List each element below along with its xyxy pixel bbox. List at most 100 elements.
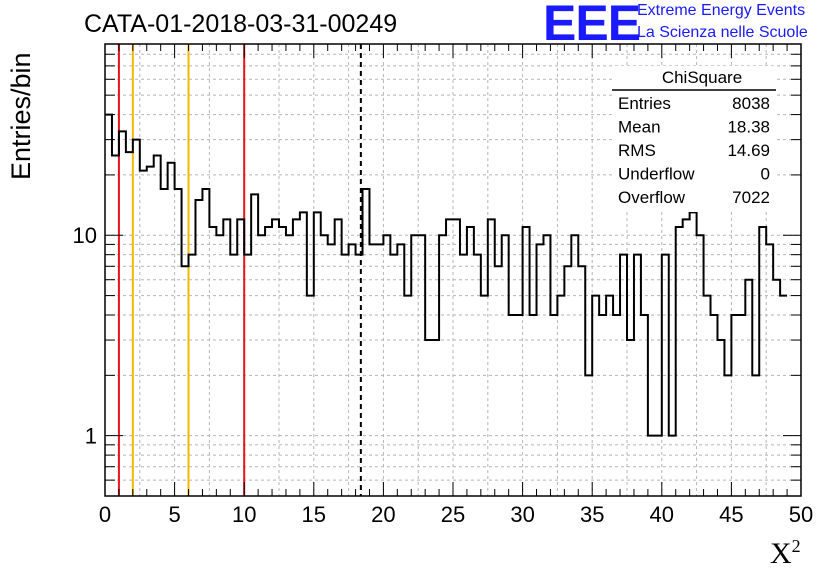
stats-value: 14.69	[727, 141, 770, 160]
grid	[105, 44, 801, 496]
histogram-bin	[578, 266, 585, 496]
stats-title: ChiSquare	[662, 68, 742, 87]
histogram-bin	[300, 212, 307, 496]
histogram-bin	[620, 255, 627, 496]
histogram-bin	[530, 315, 537, 496]
histogram-bin	[119, 131, 126, 496]
histogram-bin	[363, 189, 370, 496]
histogram-bin	[697, 235, 704, 496]
histogram-bin	[272, 219, 279, 496]
histogram-bin	[557, 296, 564, 496]
x-tick-label: 35	[580, 502, 604, 527]
histogram-bin	[676, 227, 683, 496]
histogram-bin	[432, 340, 439, 496]
y-tick-label: 1	[85, 424, 97, 449]
x-tick-label: 50	[789, 502, 813, 527]
histogram-bin	[634, 255, 641, 496]
x-tick-label: 25	[441, 502, 465, 527]
histogram-bin	[147, 167, 154, 496]
histogram-bin	[585, 375, 592, 496]
histogram-bin	[543, 235, 550, 496]
histogram-bin	[237, 219, 244, 496]
histogram-bin	[537, 244, 544, 496]
histogram-bin	[307, 296, 314, 496]
histogram-bin	[766, 244, 773, 496]
histogram-bin	[376, 244, 383, 496]
stats-label: Mean	[618, 118, 661, 137]
histogram-bin	[648, 436, 655, 496]
histogram-bin	[397, 244, 404, 496]
histogram-bin	[258, 235, 265, 496]
histogram-bin	[342, 255, 349, 496]
histogram-bin	[495, 266, 502, 496]
histogram-bin	[182, 266, 189, 496]
histogram-bin	[439, 235, 446, 496]
vertical-markers	[117, 44, 362, 496]
histogram-bin	[446, 219, 453, 496]
x-tick-label: 30	[510, 502, 534, 527]
histogram-bin	[704, 296, 711, 496]
x-axis-label: X2	[770, 536, 801, 570]
x-tick-label: 20	[371, 502, 395, 527]
histogram-bin	[411, 235, 418, 496]
axis-ticks	[104, 44, 802, 496]
stats-label: Overflow	[618, 188, 686, 207]
histogram-bin	[655, 436, 662, 496]
histogram-bin	[460, 255, 467, 496]
histogram-bin	[216, 235, 223, 496]
stats-label: Entries	[618, 94, 671, 113]
histogram-bin	[711, 315, 718, 496]
x-tick-label: 15	[302, 502, 326, 527]
histogram-bin	[202, 189, 209, 496]
histogram-bin	[321, 235, 328, 496]
histogram-bin	[369, 244, 376, 496]
histogram-bin	[189, 255, 196, 496]
tick-labels: 0 5 10 15 20 25 30 35 40 45 50 1 10	[73, 223, 814, 527]
histogram-bin	[223, 219, 230, 496]
histogram-bin	[690, 212, 697, 496]
histogram-bin	[627, 340, 634, 496]
histogram-bin	[154, 155, 161, 496]
histogram-bin	[662, 255, 669, 496]
histogram-bin	[314, 212, 321, 496]
histogram-bin	[592, 296, 599, 496]
histogram-bin	[209, 227, 216, 496]
stats-label: RMS	[618, 141, 656, 160]
histogram-bin	[293, 219, 300, 496]
histogram-bin	[606, 296, 613, 496]
histogram-line	[105, 113, 788, 437]
logo-line-1: Extreme Energy Events	[637, 2, 806, 19]
histogram-bin	[356, 255, 363, 496]
histogram-bin	[773, 280, 780, 496]
histogram-bin	[613, 315, 620, 496]
histogram-bin	[752, 375, 759, 496]
stats-box: ChiSquare Entries 8038 Mean 18.38 RMS 14.69 Und…	[612, 66, 776, 212]
stats-value: 7022	[732, 188, 770, 207]
histogram-bin	[328, 244, 335, 496]
histogram-bars	[105, 113, 788, 496]
histogram-bin	[467, 227, 474, 496]
histogram-bin	[265, 227, 272, 496]
histogram-bin	[474, 255, 481, 496]
histogram-bin	[780, 296, 787, 496]
histogram-bin	[251, 194, 258, 496]
histogram-bin	[126, 152, 133, 496]
histogram-bin	[759, 227, 766, 496]
x-tick-label: 40	[650, 502, 674, 527]
histogram-bin	[140, 171, 147, 496]
histogram-bin	[738, 315, 745, 496]
y-tick-label: 10	[73, 223, 97, 248]
histogram-bin	[425, 340, 432, 496]
histogram-bin	[509, 315, 516, 496]
histogram-bin	[161, 189, 168, 496]
histogram-bin	[669, 436, 676, 496]
histogram-bin	[279, 227, 286, 496]
x-tick-label: 5	[168, 502, 180, 527]
histogram-bin	[383, 235, 390, 496]
histogram-bin	[599, 315, 606, 496]
histogram-bin	[523, 227, 530, 496]
histogram-bin	[175, 189, 182, 496]
histogram-bin	[230, 255, 237, 496]
histogram-bin	[502, 235, 509, 496]
